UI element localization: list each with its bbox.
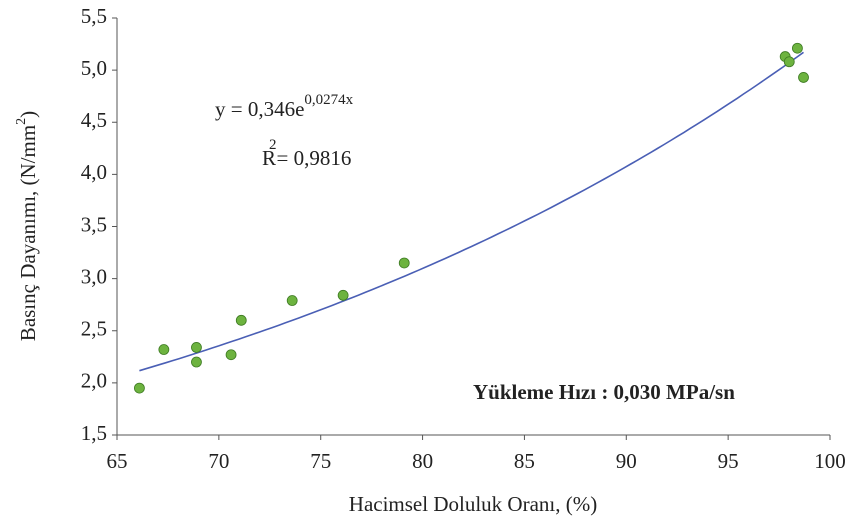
- r-squared-text: = 0,9816: [277, 146, 352, 170]
- y-tick-label: 2,5: [81, 317, 107, 341]
- trendline: [139, 51, 804, 372]
- data-point: [191, 356, 202, 368]
- y-tick-label: 5,5: [81, 4, 107, 28]
- y-tick-label: 4,5: [81, 108, 107, 132]
- r-squared: R2= 0,9816: [262, 137, 351, 169]
- data-point: [158, 344, 170, 355]
- y-tick-label: 4,0: [81, 160, 107, 184]
- equation-exponent: 0,0274x: [304, 92, 353, 108]
- x-tick-label: 75: [310, 449, 331, 473]
- equation-base: y = 0,346e: [215, 97, 304, 121]
- data-point: [286, 295, 298, 306]
- y-tick-label: 2,0: [81, 369, 107, 393]
- data-point: [191, 342, 202, 353]
- r-squared-symbol: R: [262, 146, 276, 170]
- data-point: [235, 314, 247, 326]
- y-label-power: 2: [14, 118, 29, 125]
- y-tick-label: 3,5: [81, 212, 107, 236]
- x-tick-label: 85: [514, 449, 535, 473]
- r-squared-power: 2: [269, 137, 277, 153]
- x-axis-label: Hacimsel Doluluk Oranı, (%): [349, 492, 597, 516]
- x-tick-label: 65: [107, 449, 128, 473]
- y-tick-label: 3,0: [81, 264, 107, 288]
- data-point: [798, 72, 809, 83]
- data-point: [225, 349, 237, 361]
- x-tick-label: 80: [412, 449, 433, 473]
- data-point: [792, 42, 803, 54]
- x-tick-label: 95: [718, 449, 739, 473]
- x-tick-label: 70: [208, 449, 229, 473]
- y-axis-label: Basınç Dayanımı, (N/mm2): [14, 111, 40, 341]
- data-point: [134, 382, 145, 394]
- equation: y = 0,346e0,0274x: [215, 92, 354, 120]
- x-tick-label: 90: [616, 449, 637, 473]
- data-point: [398, 257, 410, 269]
- y-tick-label: 5,0: [81, 56, 107, 80]
- y-label-text: Basınç Dayanımı, (N/mm: [16, 125, 40, 341]
- data-point: [337, 289, 349, 301]
- y-tick-label: 1,5: [81, 421, 107, 445]
- annotation: Yükleme Hızı : 0,030 MPa/sn: [473, 380, 735, 404]
- y-label-close: ): [16, 111, 40, 118]
- x-tick-label: 100: [814, 449, 846, 473]
- data-point: [783, 56, 795, 68]
